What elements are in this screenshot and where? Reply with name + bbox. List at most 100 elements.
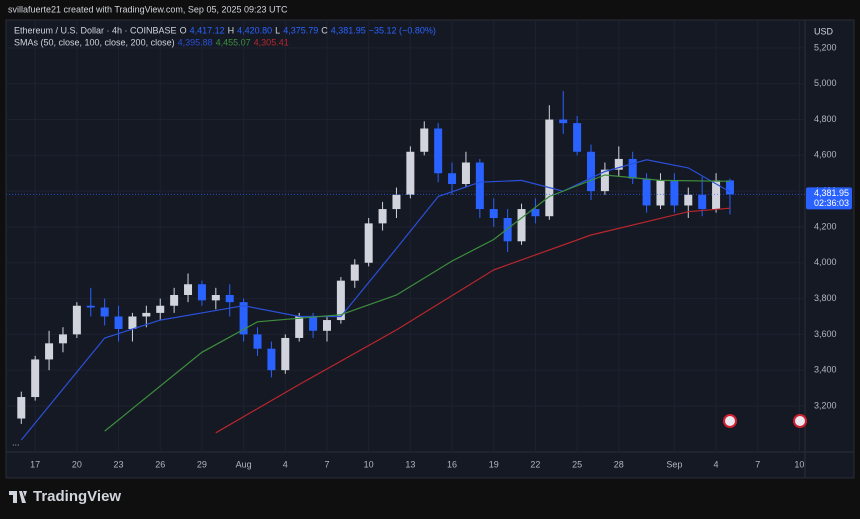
x-tick-label: 25 (572, 459, 582, 469)
candle-body (461, 162, 470, 184)
x-tick-label: 28 (614, 459, 624, 469)
x-tick-label: 4 (283, 459, 288, 469)
candle-body (545, 119, 554, 217)
candle-body (503, 218, 512, 242)
legend-text: 4,417.12 (190, 25, 225, 35)
x-tick-label: Aug (236, 459, 252, 469)
x-tick-label: 13 (405, 459, 415, 469)
candle-body (531, 209, 540, 217)
x-tick-label: 26 (155, 459, 165, 469)
price-label: 4,381.95 (814, 188, 849, 198)
candle-body (364, 223, 373, 263)
candle-body (114, 316, 123, 330)
candle-body (267, 348, 276, 371)
price-tag (806, 187, 852, 210)
plot (17, 90, 734, 441)
candle-body (128, 316, 137, 330)
candle-body (614, 158, 623, 170)
legend-text: Ethereum / U.S. Dollar · 4h · COINBASE (14, 25, 177, 35)
legend-text: 4,395.88 (178, 37, 213, 47)
y-tick-label: 3,800 (814, 293, 837, 303)
candle-body (295, 316, 304, 338)
candle-body (448, 173, 457, 184)
candle-body (184, 284, 193, 295)
candle-body (86, 305, 95, 308)
candle-body (211, 294, 220, 301)
y-tick-label: 3,400 (814, 365, 837, 375)
x-tick-label: 23 (114, 459, 124, 469)
candle-body (725, 180, 734, 195)
x-tick-label: 29 (197, 459, 207, 469)
y-tick-label: 3,200 (814, 400, 837, 410)
candle-body (684, 194, 693, 206)
candle-body (336, 280, 345, 321)
y-tick-label: 4,600 (814, 150, 837, 160)
y-tick-label: 5,200 (814, 42, 837, 52)
legend-text: O (180, 25, 187, 35)
candle-body (392, 194, 401, 210)
x-tick-label: 7 (324, 459, 329, 469)
legend-text: L (275, 25, 280, 35)
x-tick-label: 10 (364, 459, 374, 469)
y-tick-label: 4,200 (814, 221, 837, 231)
candle-body (378, 209, 387, 224)
x-tick-label: 20 (72, 459, 82, 469)
legend-text: H (228, 25, 235, 35)
candle-body (45, 343, 54, 360)
event-icon (723, 414, 737, 428)
candle-body (58, 334, 67, 344)
legend-text: 4,381.95 (331, 25, 366, 35)
candle-body (225, 294, 234, 303)
x-tick-label: 22 (530, 459, 540, 469)
sma-line (215, 207, 731, 434)
x-tick-label: 10 (794, 459, 804, 469)
x-tick-label: 4 (714, 459, 719, 469)
candle-body (587, 151, 596, 192)
candle-body (253, 334, 262, 349)
y-tick-label: 4,800 (814, 114, 837, 124)
candle-body (72, 305, 81, 335)
candle-body (573, 123, 582, 152)
candle-body (142, 312, 151, 317)
legend-text: 4,305.41 (254, 37, 289, 47)
candle-body (17, 397, 26, 419)
candle-body (642, 178, 651, 206)
candle-body (600, 169, 609, 192)
credit: svillafuerte21 created with TradingView.… (8, 4, 288, 14)
x-tick-label: 17 (30, 459, 40, 469)
x-tick-label: Sep (666, 459, 682, 469)
logo: TradingView (9, 488, 121, 505)
candle-body (100, 307, 109, 317)
candle-body (712, 180, 721, 210)
candle-body (197, 284, 206, 301)
x-tick-label: 16 (447, 459, 457, 469)
candle-body (434, 128, 443, 174)
event-icon (793, 414, 807, 428)
legend-text: 4,420.80 (237, 25, 272, 35)
candle-body (475, 162, 484, 210)
logo-icon (9, 491, 27, 503)
y-tick-label: 3,600 (814, 329, 837, 339)
candle-body (350, 264, 359, 281)
candle-body (670, 180, 679, 206)
candle-body (698, 194, 707, 210)
collapse-label: ... (12, 437, 20, 447)
candle-body (489, 209, 498, 219)
sma-line (104, 174, 731, 432)
x-tick-label: 7 (755, 459, 760, 469)
x-tick-label: 19 (489, 459, 499, 469)
y-tick-label: 4,000 (814, 257, 837, 267)
candle-body (170, 294, 179, 306)
brand: TradingView (33, 488, 121, 505)
legend-text: −35.12 (−0.80%) (369, 25, 436, 35)
currency: USD (814, 26, 834, 36)
candle-body (156, 305, 165, 313)
legend-text: 4,375.79 (283, 25, 318, 35)
sma-line (20, 159, 731, 441)
legend-text: SMAs (50, close, 100, close, 200, close) (14, 37, 175, 47)
y-tick-label: 5,000 (814, 78, 837, 88)
candle-body (281, 337, 290, 371)
candle-body (239, 302, 248, 335)
candle-body (559, 119, 568, 124)
